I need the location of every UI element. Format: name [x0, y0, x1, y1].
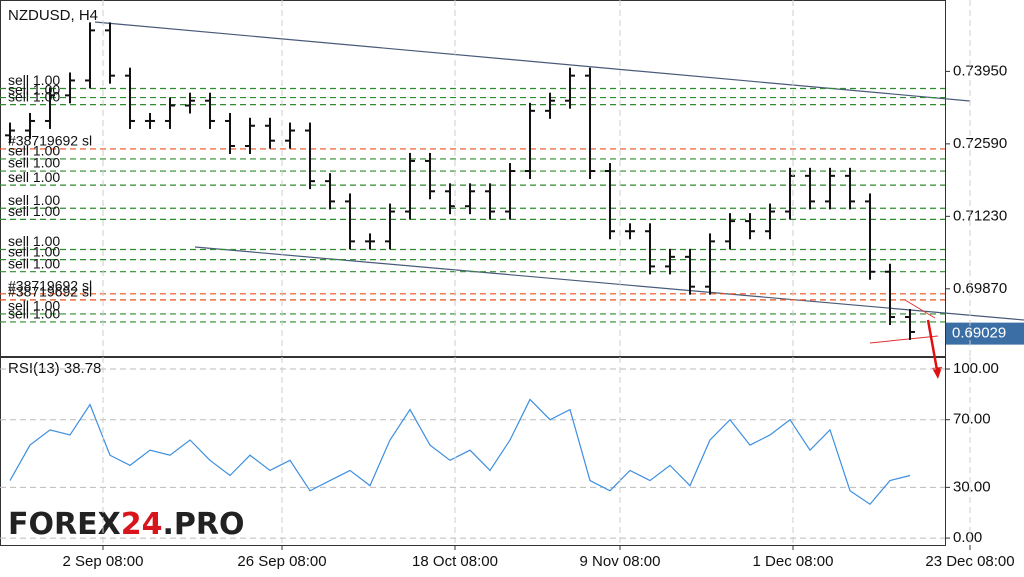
level-label: #38719692 sl: [8, 284, 92, 300]
last-price-box: [946, 322, 1024, 345]
level-label: sell 1.00: [8, 143, 60, 159]
level-label: sell 1.00: [8, 243, 60, 259]
level-label: sell 1.00: [8, 233, 60, 249]
x-tick-label: 23 Dec 08:00: [925, 553, 1014, 570]
x-tick-label: 9 Nov 08:00: [580, 553, 661, 570]
level-label: sell 1.00: [8, 298, 60, 314]
level-label: sell 1.00: [8, 169, 60, 185]
level-label: sell 1.00: [8, 81, 60, 97]
x-tick-label: 2 Sep 08:00: [63, 553, 144, 570]
y-tick-label: 30.00: [953, 478, 991, 495]
y-tick-label: 100.00: [953, 360, 999, 377]
level-label: sell 1.00: [8, 155, 60, 171]
x-tick-label: 1 Dec 08:00: [753, 553, 834, 570]
trend-line: [194, 246, 1024, 321]
level-label: sell 1.00: [8, 203, 60, 219]
logo: FOREX24.PRO: [8, 507, 244, 542]
forecast-arrow: [926, 319, 939, 371]
y-tick-label: 0.00: [953, 529, 982, 546]
level-label: sell 1.00: [8, 306, 60, 322]
logo-part: FOREX: [8, 507, 121, 542]
level-label: sell 1.00: [8, 72, 60, 88]
x-tick-label: 26 Sep 08:00: [237, 553, 326, 570]
y-tick-label: 0.69870: [953, 280, 1007, 297]
level-label: sell 1.00: [8, 88, 60, 104]
pattern-line: [869, 335, 939, 344]
level-label: sell 1.00: [8, 255, 60, 271]
rsi-title: RSI(13) 38.78: [8, 360, 101, 377]
rsi-line: [9, 398, 911, 506]
y-tick-label: 0.73950: [953, 62, 1007, 79]
level-label: #38719692 sl: [8, 278, 92, 294]
rsi-panel: [0, 357, 946, 546]
chart-title: NZDUSD, H4: [8, 7, 98, 24]
y-tick-label: 0.72590: [953, 135, 1007, 152]
trend-line: [94, 21, 971, 102]
last-price-label: 0.69029: [952, 325, 1006, 342]
pattern-line: [904, 299, 936, 319]
logo-part: .PRO: [162, 507, 244, 542]
y-tick-label: 70.00: [953, 411, 991, 428]
y-tick-label: 0.71230: [953, 207, 1007, 224]
x-tick-label: 18 Oct 08:00: [412, 553, 498, 570]
arrow-head: [932, 367, 942, 379]
logo-part: 24: [121, 507, 163, 542]
level-label: sell 1.00: [8, 192, 60, 208]
price-panel: [0, 0, 946, 357]
